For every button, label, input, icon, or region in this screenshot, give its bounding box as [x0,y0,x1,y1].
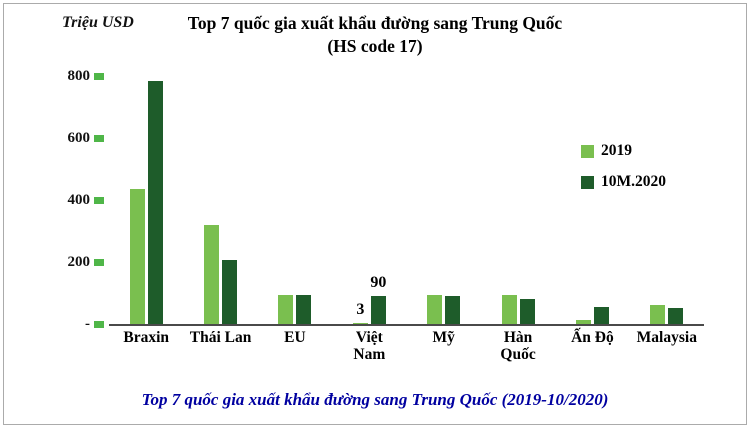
bar-group [183,76,257,324]
y-tick-mark [94,320,104,328]
y-tick-label: 800 [67,67,91,84]
bar-2019 [650,305,666,324]
legend-swatch [581,175,594,189]
legend-item: 2019 [581,142,666,160]
y-tick: 400 [40,191,104,209]
chart-title: Top 7 quốc gia xuất khẩu đường sang Trun… [187,13,563,33]
y-tick: - [40,315,104,333]
bar-10M.2020 [147,80,163,324]
x-axis-label: EU [284,329,306,346]
y-tick-label: 400 [67,191,91,208]
y-tick-label: - [85,315,90,332]
y-tick: 800 [40,67,104,85]
bar-10M.2020 [370,296,386,324]
y-tick-mark [94,72,104,80]
bar-2019 [129,189,145,324]
bar-10M.2020 [519,299,535,324]
data-label: 90 [370,274,387,292]
y-tick-label: 200 [67,253,91,270]
bar-group [258,76,332,324]
y-tick: 200 [40,253,104,271]
legend-label: 10M.2020 [601,173,667,190]
chart-subtitle: (HS code 17) [327,35,423,56]
x-axis-label: Hàn Quốc [500,329,536,364]
legend-label: 2019 [601,142,632,159]
bar-2019 [427,294,443,324]
bar-2019 [575,319,591,324]
bar-group [407,76,481,324]
x-axis-label: Malaysia [636,329,697,346]
bar-group: 3 90 [332,76,406,324]
x-axis-labels: Braxin Thái Lan EU Việt Nam Mỹ Hàn Quốc Ấn Độ M… [109,329,704,364]
bar-2019 [204,224,220,324]
legend-swatch [581,144,594,158]
bar-2019 [501,294,517,324]
y-tick-mark [94,196,104,204]
bar-group [481,76,555,324]
bar-10M.2020 [445,296,461,324]
bar-10M.2020 [296,294,312,324]
bar-group [555,76,629,324]
x-axis-label: Việt Nam [353,329,386,364]
legend-item: 10M.2020 [581,173,666,191]
bar-10M.2020 [593,306,609,324]
x-axis-label: Braxin [123,329,170,346]
bar-group [109,76,183,324]
chart-title-block: Top 7 quốc gia xuất khẩu đường sang Trun… [4,12,746,58]
x-axis-label: Ấn Độ [571,329,614,346]
bar-2019 [278,294,294,324]
y-axis: - 200 400 600 800 [40,68,104,332]
bar-10M.2020 [668,307,684,324]
y-tick-mark [94,134,104,142]
y-axis-title: Triệu USD [62,14,134,31]
y-tick: 600 [40,129,104,147]
bar-10M.2020 [222,260,238,324]
x-axis-label: Mỹ [432,329,455,346]
bar-group [630,76,704,324]
data-label: 3 [356,301,365,319]
plot-area: 3 90 [109,76,704,326]
y-tick-label: 600 [67,129,91,146]
bar-2019 [352,323,368,324]
x-axis-label: Thái Lan [189,329,252,346]
y-tick-mark [94,258,104,266]
figure-caption: Top 7 quốc gia xuất khẩu đường sang Trun… [141,390,609,409]
chart-figure: Triệu USD Top 7 quốc gia xuất khẩu đường… [3,3,747,425]
legend: 2019 10M.2020 [581,142,666,191]
